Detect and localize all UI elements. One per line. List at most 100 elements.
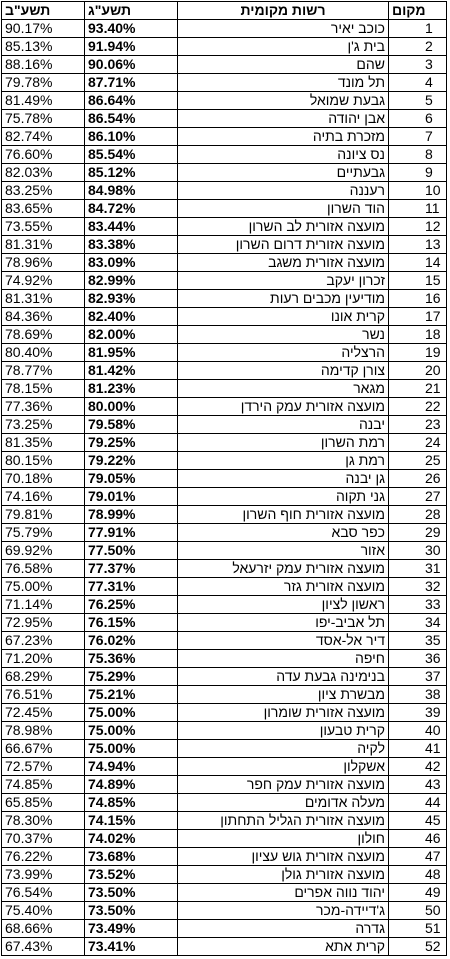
cell-local-authority: מזכרת בתיה [177, 127, 389, 146]
table-row: 76.22% 73.68% מועצה אזורית גוש עציון 47 [1, 847, 447, 866]
cell-current-year: 85.12% [84, 163, 178, 182]
cell-local-authority: מועצה אזורית חוף השרון [177, 505, 389, 524]
table-row: 78.96% 83.09% מועצה אזורית משגב 14 [1, 253, 447, 272]
cell-prev-year: 76.60% [1, 145, 85, 164]
cell-local-authority: רעננה [177, 181, 389, 200]
table-row: 73.99% 73.52% מועצה אזורית גולן 48 [1, 865, 447, 884]
cell-local-authority: רמת השרון [177, 433, 389, 452]
cell-rank: 44 [388, 793, 447, 812]
cell-prev-year: 68.66% [1, 919, 85, 938]
cell-rank: 49 [388, 883, 447, 902]
cell-rank: 6 [388, 109, 447, 128]
cell-prev-year: 75.78% [1, 109, 85, 128]
table-row: 75.78% 86.54% אבן יהודה 6 [1, 109, 447, 128]
cell-current-year: 82.00% [84, 325, 178, 344]
cell-prev-year: 75.79% [1, 523, 85, 542]
cell-local-authority: מגאר [177, 379, 389, 398]
header-row: תשע"ב תשע"ג רשות מקומית מקום [1, 1, 447, 20]
cell-prev-year: 70.37% [1, 829, 85, 848]
cell-local-authority: מועצה אזורית עמק חפר [177, 775, 389, 794]
cell-rank: 23 [388, 415, 447, 434]
cell-current-year: 74.02% [84, 829, 178, 848]
cell-rank: 47 [388, 847, 447, 866]
cell-prev-year: 84.36% [1, 307, 85, 326]
cell-local-authority: אשקלון [177, 757, 389, 776]
cell-local-authority: בית ג'ן [177, 37, 389, 56]
cell-current-year: 79.58% [84, 415, 178, 434]
cell-prev-year: 80.15% [1, 451, 85, 470]
cell-prev-year: 73.99% [1, 865, 85, 884]
cell-rank: 14 [388, 253, 447, 272]
cell-local-authority: לקיה [177, 739, 389, 758]
cell-current-year: 75.00% [84, 703, 178, 722]
cell-prev-year: 67.23% [1, 631, 85, 650]
cell-local-authority: מועצה אזורית גולן [177, 865, 389, 884]
table-row: 80.40% 81.95% הרצליה 19 [1, 343, 447, 362]
table-row: 70.37% 74.02% חולון 46 [1, 829, 447, 848]
cell-current-year: 79.22% [84, 451, 178, 470]
cell-rank: 30 [388, 541, 447, 560]
cell-prev-year: 79.78% [1, 73, 85, 92]
table-row: 81.31% 83.38% מועצה אזורית דרום השרון 13 [1, 235, 447, 254]
cell-prev-year: 85.13% [1, 37, 85, 56]
cell-current-year: 79.05% [84, 469, 178, 488]
cell-local-authority: מועצה אזורית גזר [177, 577, 389, 596]
cell-prev-year: 78.69% [1, 325, 85, 344]
cell-rank: 50 [388, 901, 447, 920]
cell-local-authority: תל אביב-יפו [177, 613, 389, 632]
cell-rank: 26 [388, 469, 447, 488]
cell-prev-year: 72.57% [1, 757, 85, 776]
table-row: 76.58% 77.37% מועצה אזורית עמק יזרעאל 31 [1, 559, 447, 578]
cell-prev-year: 75.00% [1, 577, 85, 596]
cell-local-authority: מועצה אזורית דרום השרון [177, 235, 389, 254]
table-row: 85.13% 91.94% בית ג'ן 2 [1, 37, 447, 56]
cell-current-year: 77.50% [84, 541, 178, 560]
cell-current-year: 73.52% [84, 865, 178, 884]
cell-prev-year: 73.25% [1, 415, 85, 434]
cell-current-year: 85.54% [84, 145, 178, 164]
cell-local-authority: יהוד נווה אפרים [177, 883, 389, 902]
table-row: 68.66% 73.49% גדרה 51 [1, 919, 447, 938]
cell-rank: 20 [388, 361, 447, 380]
cell-prev-year: 69.92% [1, 541, 85, 560]
table-row: 79.78% 87.71% תל מונד 4 [1, 73, 447, 92]
cell-prev-year: 71.14% [1, 595, 85, 614]
cell-prev-year: 68.29% [1, 667, 85, 686]
cell-rank: 4 [388, 73, 447, 92]
table-row: 74.16% 79.01% גני תקוה 27 [1, 487, 447, 506]
cell-prev-year: 72.45% [1, 703, 85, 722]
cell-current-year: 80.00% [84, 397, 178, 416]
cell-current-year: 74.94% [84, 757, 178, 776]
cell-rank: 35 [388, 631, 447, 650]
cell-prev-year: 70.18% [1, 469, 85, 488]
table-row: 79.81% 78.99% מועצה אזורית חוף השרון 28 [1, 505, 447, 524]
cell-rank: 13 [388, 235, 447, 254]
cell-rank: 41 [388, 739, 447, 758]
cell-current-year: 76.25% [84, 595, 178, 614]
cell-current-year: 74.15% [84, 811, 178, 830]
cell-prev-year: 76.54% [1, 883, 85, 902]
cell-prev-year: 80.40% [1, 343, 85, 362]
cell-local-authority: זכרון יעקב [177, 271, 389, 290]
table-row: 78.15% 81.23% מגאר 21 [1, 379, 447, 398]
table-row: 82.74% 86.10% מזכרת בתיה 7 [1, 127, 447, 146]
cell-current-year: 90.06% [84, 55, 178, 74]
table-row: 83.65% 84.72% הוד השרון 11 [1, 199, 447, 218]
cell-local-authority: קרית אונו [177, 307, 389, 326]
cell-current-year: 76.15% [84, 613, 178, 632]
table-row: 81.49% 86.64% גבעת שמואל 5 [1, 91, 447, 110]
cell-prev-year: 74.92% [1, 271, 85, 290]
cell-current-year: 77.31% [84, 577, 178, 596]
cell-current-year: 81.23% [84, 379, 178, 398]
cell-rank: 9 [388, 163, 447, 182]
cell-local-authority: מועצה אזורית משגב [177, 253, 389, 272]
cell-current-year: 86.10% [84, 127, 178, 146]
cell-rank: 11 [388, 199, 447, 218]
cell-prev-year: 75.40% [1, 901, 85, 920]
table-row: 67.23% 76.02% דיר אל-אסד 35 [1, 631, 447, 650]
cell-current-year: 79.01% [84, 487, 178, 506]
cell-current-year: 74.85% [84, 793, 178, 812]
table-row: 75.00% 77.31% מועצה אזורית גזר 32 [1, 577, 447, 596]
